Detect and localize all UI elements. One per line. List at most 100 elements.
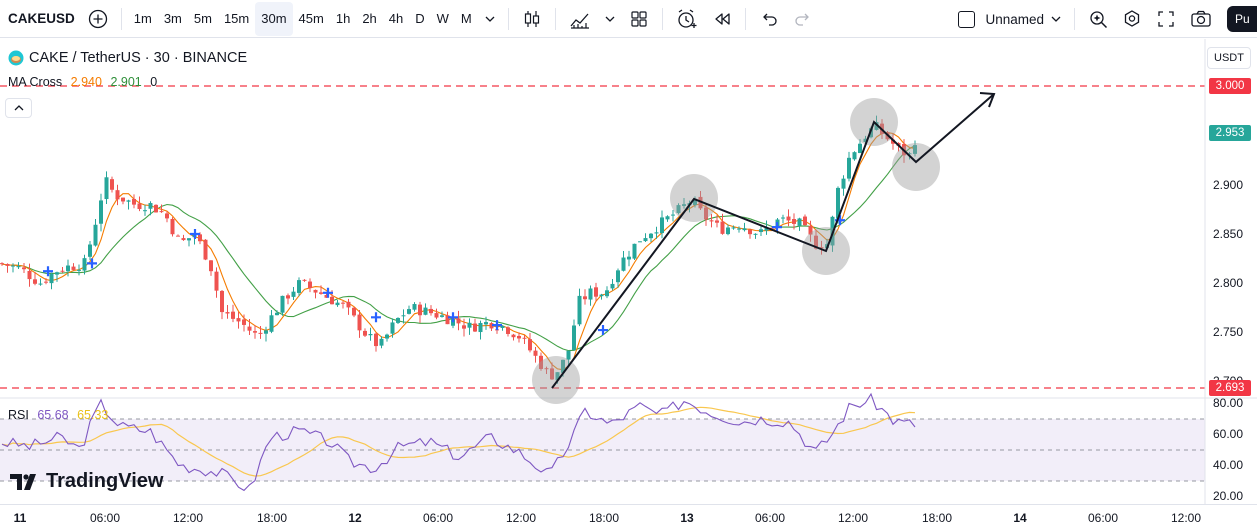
rsi-name: RSI [8,408,29,422]
candle-body [148,203,153,209]
indicators-dropdown-button[interactable] [598,2,622,36]
rsi-line [1,392,916,492]
candle-body [159,211,164,213]
rsi-axis-label: 60.00 [1212,427,1243,441]
candle-body [676,205,681,214]
cross-marker-icon [190,229,200,239]
alert-button[interactable] [669,2,705,36]
candle-body [412,304,417,310]
candle-body [913,145,917,154]
interval-3m-button[interactable]: 3m [163,11,182,26]
rsi-legend[interactable]: RSI 65.68 65.33 [8,408,108,422]
indicators-button[interactable] [562,2,598,36]
candle-body [753,233,758,235]
candle-body [132,198,136,205]
candle-body [836,187,840,219]
interval-4h-button[interactable]: 4h [388,11,404,26]
compare-add-symbol-button[interactable] [81,2,115,36]
interval-2h-button[interactable]: 2h [362,11,377,26]
drawings[interactable] [0,39,1206,504]
cross-marker-icon [87,258,97,269]
candle-body [726,227,730,235]
chevron-up-icon [14,105,23,111]
interval-m-button[interactable]: M [460,11,472,26]
candle-body [632,243,637,259]
interval-5m-button[interactable]: 5m [193,11,212,26]
time-axis[interactable]: 11 06:00 12:00 18:00 12 06:00 12:00 18:00 13 06:0… [0,504,1257,529]
chart-type-button[interactable] [515,2,549,36]
toolbar-divider [507,7,509,30]
candle-body [616,270,620,283]
moving-averages [1,131,916,371]
publish-button[interactable]: Pu [1227,6,1257,32]
snapshot-button[interactable] [1183,2,1219,36]
layout-name: Unnamed [985,11,1044,27]
settings-button[interactable] [1115,2,1149,36]
templates-button[interactable] [622,2,656,36]
resistance-price-tag: 3.000 [1209,78,1251,94]
candle-body [137,203,142,210]
interval-1h-button[interactable]: 1h [335,11,351,26]
candle-body [572,325,576,350]
candle-body [170,218,175,235]
replay-button[interactable] [705,2,739,36]
candle-body [77,269,81,271]
candle-body [671,214,675,216]
candle-body [209,260,213,272]
redo-button[interactable] [786,2,820,36]
candle-body [654,232,659,234]
cross-marker-icon [371,312,381,323]
layout-name-button[interactable]: Unnamed [952,2,1068,36]
chart-canvas[interactable] [0,39,1257,504]
candle-body [434,313,439,318]
candle-body [588,288,593,300]
candle-body [720,221,725,234]
interval-dropdown-button[interactable] [478,2,502,36]
interval-45m-button[interactable]: 45m [298,11,324,26]
pattern-circle [532,356,580,404]
candle-body [407,309,411,314]
candle-body [313,289,318,293]
ma-cross-name: MA Cross [8,75,63,89]
cross-marker-icon [43,266,53,277]
symbol-legend[interactable]: CAKE / TetherUS · 30 · BINANCE [8,50,247,66]
candle-body [335,302,340,306]
currency-button[interactable]: USDT [1207,47,1251,69]
time-axis-label: 12:00 [837,511,869,525]
candle-body [165,213,169,219]
candle-body [269,315,274,332]
chevron-down-icon [485,16,495,22]
candle-body [649,233,653,239]
symbol-search-button[interactable]: CAKEUSD [0,2,81,36]
time-axis-label: 18:00 [256,511,288,525]
candle-body [693,198,697,206]
interval-w-button[interactable]: W [436,11,449,26]
candle-body [324,294,329,298]
tradingview-logo-icon [10,473,36,490]
undo-button[interactable] [752,2,786,36]
fullscreen-button[interactable] [1149,2,1183,36]
interval-d-button[interactable]: D [415,11,425,26]
candle-body [803,216,807,226]
candle-body [5,263,10,266]
interval-15m-button[interactable]: 15m [223,11,250,26]
candle-body [115,190,120,200]
interval-30m-button[interactable]: 30m [255,1,293,36]
tradingview-logo[interactable]: TradingView [10,470,163,493]
exchange-label: BINANCE [182,50,248,66]
quick-search-button[interactable] [1081,2,1115,36]
candle-body [319,292,323,294]
ma-cross-legend[interactable]: MA Cross 2.940 2.901 0 [8,75,157,89]
candle-body [352,307,356,316]
candle-body [759,229,763,233]
toolbar-divider [661,7,663,30]
interval-1m-button[interactable]: 1m [133,11,152,26]
candle-body [60,270,65,272]
candle-body [841,178,846,189]
candle-body [528,339,532,351]
cross-marker-icon [492,320,502,331]
candle-body [621,257,626,271]
collapse-legend-button[interactable] [5,98,32,118]
candle-body [489,323,494,329]
alarm-clock-plus-icon [678,8,697,28]
